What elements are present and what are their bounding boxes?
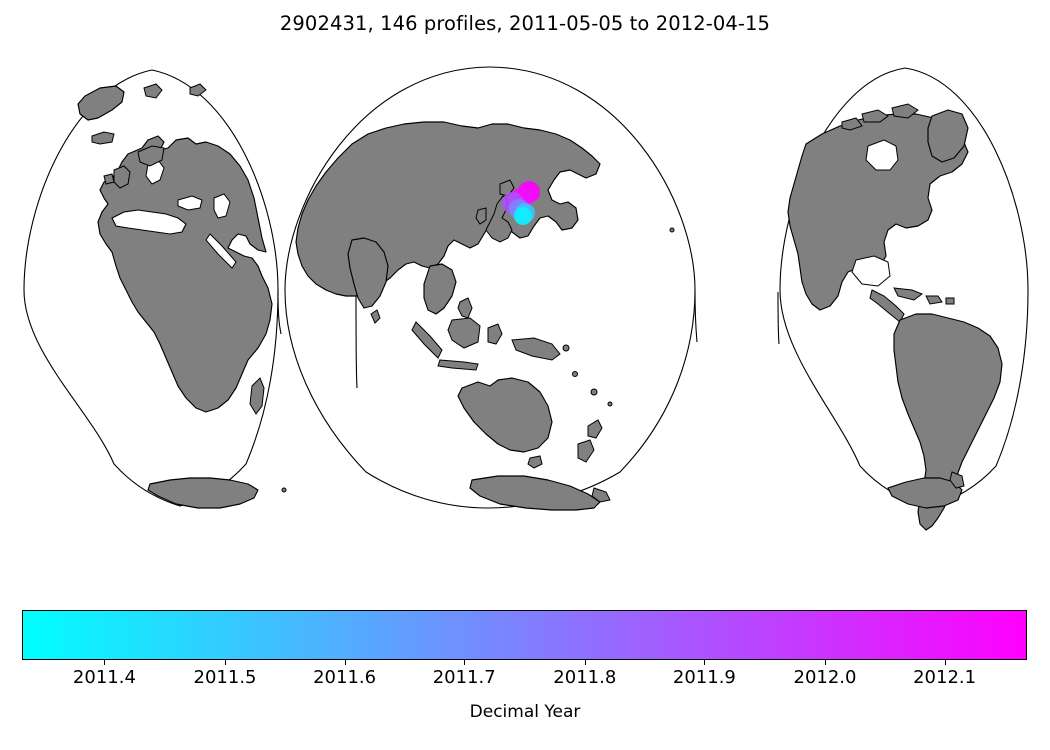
colorbar-tick-label: 2012.1 (913, 667, 977, 688)
colorbar-gradient[interactable] (22, 610, 1027, 660)
arctic-islands-3 (842, 118, 862, 130)
colorbar-tick-label: 2011.7 (432, 667, 496, 688)
new-guinea (512, 338, 560, 360)
world-map[interactable] (0, 52, 1050, 532)
greenland (78, 86, 124, 120)
landmasses (78, 84, 1002, 532)
java (438, 360, 478, 370)
greenland-right (928, 110, 968, 162)
sumatra (412, 322, 442, 358)
colorbar-tick-label: 2011.9 (672, 667, 736, 688)
hudson-bay (865, 139, 899, 171)
island-dot-pacific-1 (573, 372, 578, 377)
british-isles (114, 166, 130, 188)
colorbar-tick (104, 660, 106, 665)
ireland (104, 174, 114, 184)
svalbard (144, 84, 162, 98)
seam-south-atlantic (778, 292, 779, 344)
new-zealand-north (588, 420, 602, 438)
colorbar-tick (944, 660, 946, 665)
arctic-islands-2 (892, 104, 918, 118)
colorbar-tick (464, 660, 466, 665)
island-dot-pacific-4 (670, 228, 674, 232)
seam-south-pacific (695, 290, 697, 342)
seam-south-indian (356, 292, 357, 388)
cuba (894, 288, 922, 300)
colorbar-tick-label: 2011.6 (313, 667, 377, 688)
colorbar-tick (704, 660, 706, 665)
novaya-zemlya (190, 84, 206, 96)
antarctic-peninsula (950, 472, 964, 488)
colorbar-tick (584, 660, 586, 665)
island-dot-pacific-3 (608, 402, 612, 406)
island-dot-atlantic (282, 488, 286, 492)
colorbar-tick (344, 660, 346, 665)
colorbar-tick (824, 660, 826, 665)
island-dot-pacific-2 (591, 389, 597, 395)
colorbar-tick-label: 2011.5 (193, 667, 257, 688)
colorbar-label: Decimal Year (469, 702, 581, 722)
sri-lanka (371, 310, 380, 323)
hokkaido (500, 180, 514, 196)
antarctic-peninsula-center (592, 488, 610, 502)
colorbar-tick-label: 2012.0 (793, 667, 857, 688)
seam-south-left (278, 290, 281, 334)
red-sea (205, 233, 237, 269)
antarctica-right (888, 478, 962, 508)
new-zealand-south (578, 440, 594, 462)
page-title: 2902431, 146 profiles, 2011-05-05 to 201… (279, 12, 771, 35)
island-dot-pacific-5 (563, 345, 569, 351)
madagascar (250, 378, 264, 414)
arctic-islands-1 (862, 110, 888, 122)
sulawesi (488, 324, 502, 344)
iceland (92, 132, 114, 144)
black-sea (177, 195, 203, 211)
colorbar-tick-group: 2011.4 2011.5 2011.6 2011.7 2011.8 2011.9 2012… (22, 660, 1027, 700)
korea (476, 208, 486, 224)
colorbar-tick-label: 2011.8 (553, 667, 617, 688)
colorbar-tick-label: 2011.4 (72, 667, 136, 688)
indochina (424, 264, 456, 314)
india (348, 238, 388, 308)
caspian-sea (213, 193, 231, 219)
antarctica-left (148, 478, 258, 508)
colorbar-tick (225, 660, 226, 665)
antarctica-center (470, 476, 600, 510)
profile-point[interactable] (514, 207, 532, 225)
borneo (448, 318, 480, 348)
colorbar[interactable] (22, 610, 1027, 660)
profile-points[interactable] (502, 181, 540, 225)
puerto-rico (946, 298, 954, 304)
map-axes[interactable] (0, 52, 1050, 532)
scandinavia (138, 146, 164, 166)
tasmania (528, 456, 542, 468)
mediterranean-sea (111, 209, 187, 235)
gulf-of-mexico (851, 255, 891, 287)
south-america (894, 314, 1002, 530)
hispaniola (926, 296, 942, 304)
australia (458, 378, 552, 452)
